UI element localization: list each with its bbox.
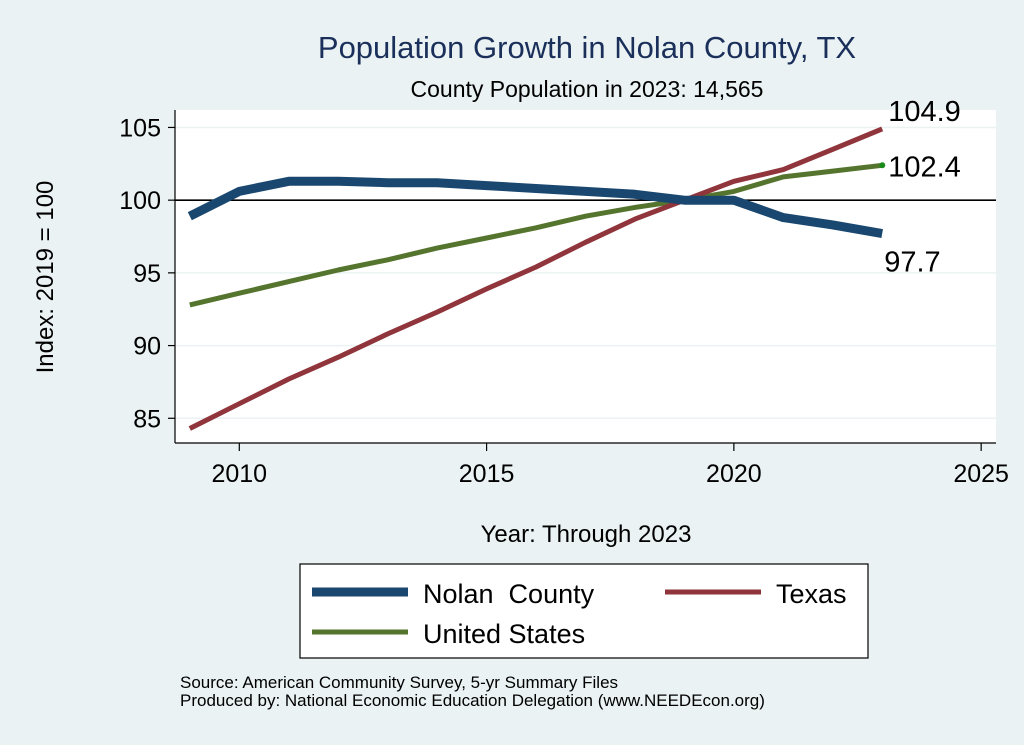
chart-subtitle: County Population in 2023: 14,565 (411, 76, 764, 102)
x-tick-label: 2010 (211, 460, 267, 488)
y-axis: 85 90 95 100 105 (119, 110, 176, 443)
plot-area: 97.7 104.9 102.4 (175, 96, 996, 443)
legend: Nolan County Texas United States (299, 563, 869, 659)
chart-title: Population Growth in Nolan County, TX (318, 30, 857, 65)
x-tick-label: 2020 (706, 460, 762, 488)
legend-box (299, 563, 869, 659)
end-label-united-states: 102.4 (888, 151, 961, 183)
x-axis: 2010 2015 2020 2025 (175, 442, 1009, 488)
series-line-united-states (189, 162, 883, 308)
y-tick-label: 85 (133, 405, 161, 433)
end-label-nolan-county: 97.7 (884, 247, 940, 279)
y-tick-label: 95 (133, 260, 161, 288)
legend-label-nolan-county: Nolan County (423, 579, 595, 609)
legend-label-united-states: United States (423, 619, 585, 649)
plot-background (175, 110, 996, 443)
series-line-nolan-county (187, 176, 883, 239)
legend-entries: Nolan County Texas United States (312, 579, 847, 649)
y-tick-label: 105 (119, 114, 161, 142)
end-label-texas: 104.9 (888, 96, 961, 128)
x-tick-label: 2025 (953, 460, 1009, 488)
producer-note: Produced by: National Economic Education… (180, 691, 765, 710)
series-lines (187, 126, 886, 431)
source-note: Source: American Community Survey, 5-yr … (180, 673, 618, 692)
gridlines (175, 126, 996, 420)
series-line-texas (188, 126, 884, 431)
y-tick-label: 90 (133, 333, 161, 361)
end-labels: 97.7 104.9 102.4 (884, 96, 961, 279)
y-axis-title: Index: 2019 = 100 (32, 181, 59, 374)
legend-label-texas: Texas (776, 579, 847, 609)
end-marker-united-states (879, 162, 886, 169)
y-tick-label: 100 (119, 187, 161, 215)
x-tick-label: 2015 (459, 460, 515, 488)
x-axis-title: Year: Through 2023 (481, 521, 692, 548)
